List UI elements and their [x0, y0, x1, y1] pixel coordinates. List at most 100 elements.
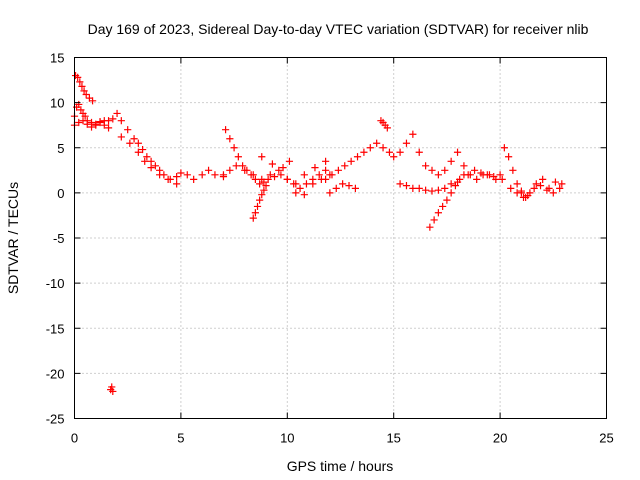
data-point — [256, 196, 264, 204]
data-point — [434, 186, 442, 194]
data-point — [456, 175, 464, 183]
data-point — [460, 162, 468, 170]
data-point — [234, 153, 242, 161]
data-point — [505, 153, 513, 161]
data-point — [258, 175, 266, 183]
sdtvar-trace-8 — [249, 182, 270, 222]
data-point — [219, 171, 228, 179]
data-point — [396, 148, 404, 156]
data-point — [82, 90, 90, 99]
data-point — [270, 173, 279, 181]
data-point — [285, 157, 294, 165]
grid-lines — [74, 57, 607, 419]
data-point — [78, 82, 86, 90]
data-point — [147, 164, 155, 172]
sdtvar-trace-5 — [107, 383, 117, 396]
axis-ticks: 0 5 10 15 20 25 -25 -20 -15 -10 -5 0 5 10 15 — [46, 51, 614, 446]
data-point — [302, 180, 311, 188]
data-point — [251, 209, 259, 217]
data-point — [379, 144, 387, 152]
data-point — [173, 173, 181, 181]
x-axis-label: GPS time / hours — [287, 458, 394, 474]
data-point — [347, 157, 355, 165]
data-point — [532, 180, 540, 188]
data-point — [226, 135, 234, 143]
data-point — [251, 175, 259, 183]
data-point — [519, 193, 528, 201]
data-point — [360, 148, 368, 156]
y-tick-label: 5 — [57, 141, 64, 156]
data-point — [108, 383, 116, 391]
data-point — [76, 78, 84, 86]
sdtvar-trace-4 — [117, 133, 181, 188]
data-point — [326, 189, 334, 197]
data-point — [177, 169, 185, 177]
data-point — [447, 157, 455, 165]
x-tick-label: 20 — [493, 431, 507, 446]
y-tick-label: -25 — [46, 412, 65, 427]
data-point — [507, 184, 515, 192]
data-point — [345, 182, 353, 190]
data-point — [134, 148, 142, 156]
y-tick-label: 0 — [57, 186, 64, 201]
y-tick-label: -10 — [46, 276, 65, 291]
data-point — [85, 94, 93, 102]
data-point — [88, 97, 97, 105]
data-point — [96, 117, 104, 126]
data-point — [447, 180, 455, 188]
data-points — [70, 71, 566, 396]
data-point — [447, 189, 455, 197]
sdtvar-trace-11 — [326, 180, 359, 197]
x-tick-label: 5 — [177, 431, 184, 446]
data-point — [300, 191, 308, 199]
data-point — [134, 139, 142, 147]
data-point — [241, 166, 249, 174]
data-point — [221, 126, 230, 134]
data-point — [138, 145, 147, 154]
data-point — [536, 182, 545, 190]
data-point — [239, 162, 247, 170]
sdtvar-trace-2 — [71, 71, 97, 105]
data-point — [75, 118, 83, 127]
data-point — [87, 123, 96, 131]
data-point — [524, 191, 532, 200]
data-point — [464, 171, 472, 179]
data-point — [315, 171, 323, 179]
data-point — [126, 139, 134, 147]
sdtvar-trace-16 — [464, 144, 530, 201]
data-point — [426, 223, 434, 231]
data-point — [124, 126, 132, 134]
data-point — [279, 164, 287, 172]
data-point — [415, 184, 423, 192]
data-point — [164, 175, 172, 183]
data-point — [311, 164, 319, 172]
data-point — [530, 184, 538, 192]
data-point — [409, 184, 417, 192]
data-point — [549, 189, 557, 197]
data-point — [334, 166, 342, 174]
data-point — [190, 175, 198, 183]
data-point — [232, 162, 240, 170]
data-point — [373, 139, 381, 147]
data-point — [322, 157, 330, 165]
data-point — [92, 120, 100, 128]
data-point — [300, 171, 308, 179]
data-point — [266, 171, 274, 179]
data-point — [558, 180, 566, 188]
data-point — [143, 153, 151, 161]
data-point — [156, 171, 164, 179]
sdtvar-trace-10 — [322, 139, 394, 183]
data-point — [292, 180, 300, 188]
data-point — [409, 130, 417, 138]
y-tick-label: 10 — [50, 96, 64, 111]
data-point — [490, 173, 498, 181]
sdtvar-trace-15 — [426, 171, 468, 231]
data-point — [496, 171, 504, 179]
data-point — [151, 162, 159, 170]
data-point — [351, 184, 359, 192]
data-point — [117, 133, 125, 141]
x-tick-label: 25 — [599, 431, 613, 446]
data-point — [451, 182, 460, 190]
